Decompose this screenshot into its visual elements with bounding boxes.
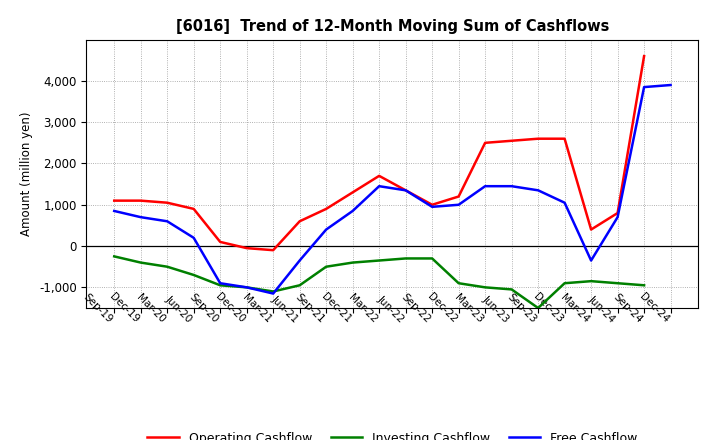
Investing Cashflow: [348, 260, 357, 265]
Free Cashflow: [666, 82, 675, 88]
Investing Cashflow: [110, 254, 119, 259]
Free Cashflow: [322, 227, 330, 232]
Operating Cashflow: [640, 54, 649, 59]
Investing Cashflow: [454, 281, 463, 286]
Operating Cashflow: [428, 202, 436, 207]
Operating Cashflow: [189, 206, 198, 212]
Operating Cashflow: [243, 246, 251, 251]
Operating Cashflow: [587, 227, 595, 232]
Free Cashflow: [481, 183, 490, 189]
Free Cashflow: [295, 258, 304, 263]
Free Cashflow: [401, 188, 410, 193]
Operating Cashflow: [163, 200, 171, 205]
Free Cashflow: [640, 84, 649, 90]
Investing Cashflow: [613, 281, 622, 286]
Operating Cashflow: [613, 210, 622, 216]
Line: Operating Cashflow: Operating Cashflow: [114, 56, 644, 250]
Investing Cashflow: [322, 264, 330, 269]
Operating Cashflow: [269, 248, 277, 253]
Investing Cashflow: [587, 279, 595, 284]
Investing Cashflow: [481, 285, 490, 290]
Investing Cashflow: [560, 281, 569, 286]
Free Cashflow: [269, 291, 277, 296]
Operating Cashflow: [375, 173, 384, 179]
Investing Cashflow: [534, 305, 542, 311]
Title: [6016]  Trend of 12-Month Moving Sum of Cashflows: [6016] Trend of 12-Month Moving Sum of C…: [176, 19, 609, 34]
Line: Free Cashflow: Free Cashflow: [114, 85, 670, 293]
Line: Investing Cashflow: Investing Cashflow: [114, 257, 644, 308]
Investing Cashflow: [136, 260, 145, 265]
Investing Cashflow: [640, 282, 649, 288]
Investing Cashflow: [375, 258, 384, 263]
Operating Cashflow: [110, 198, 119, 203]
Operating Cashflow: [401, 188, 410, 193]
Free Cashflow: [613, 215, 622, 220]
Investing Cashflow: [269, 289, 277, 294]
Investing Cashflow: [401, 256, 410, 261]
Y-axis label: Amount (million yen): Amount (million yen): [20, 112, 33, 236]
Free Cashflow: [587, 258, 595, 263]
Operating Cashflow: [322, 206, 330, 212]
Investing Cashflow: [428, 256, 436, 261]
Free Cashflow: [348, 208, 357, 213]
Free Cashflow: [534, 188, 542, 193]
Operating Cashflow: [348, 190, 357, 195]
Free Cashflow: [163, 219, 171, 224]
Operating Cashflow: [481, 140, 490, 146]
Free Cashflow: [110, 208, 119, 213]
Investing Cashflow: [243, 285, 251, 290]
Operating Cashflow: [534, 136, 542, 141]
Free Cashflow: [243, 285, 251, 290]
Free Cashflow: [454, 202, 463, 207]
Free Cashflow: [428, 204, 436, 209]
Operating Cashflow: [560, 136, 569, 141]
Investing Cashflow: [508, 287, 516, 292]
Investing Cashflow: [189, 272, 198, 278]
Operating Cashflow: [508, 138, 516, 143]
Operating Cashflow: [295, 219, 304, 224]
Investing Cashflow: [216, 282, 225, 288]
Free Cashflow: [216, 281, 225, 286]
Investing Cashflow: [163, 264, 171, 269]
Operating Cashflow: [454, 194, 463, 199]
Free Cashflow: [375, 183, 384, 189]
Free Cashflow: [560, 200, 569, 205]
Operating Cashflow: [136, 198, 145, 203]
Free Cashflow: [508, 183, 516, 189]
Legend: Operating Cashflow, Investing Cashflow, Free Cashflow: Operating Cashflow, Investing Cashflow, …: [143, 427, 642, 440]
Investing Cashflow: [295, 282, 304, 288]
Operating Cashflow: [216, 239, 225, 245]
Free Cashflow: [189, 235, 198, 240]
Free Cashflow: [136, 215, 145, 220]
